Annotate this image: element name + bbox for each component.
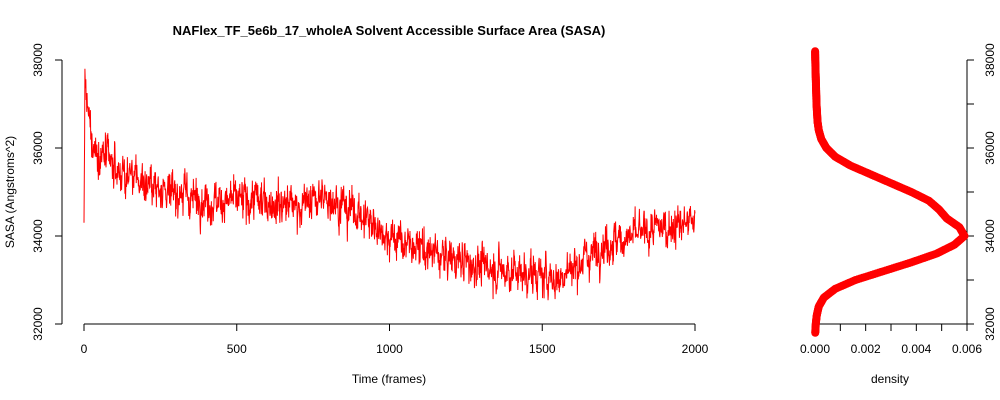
x-tick-label: 0: [81, 342, 88, 356]
y-tick-label: 36000: [31, 131, 45, 165]
density-points: [811, 47, 969, 337]
density-point: [811, 47, 820, 56]
y-tick-label: 34000: [31, 219, 45, 253]
density-x-tick-label: 0.002: [851, 342, 881, 356]
y-axis-ticks: 32000 34000 36000 38000: [31, 43, 62, 341]
density-x-tick-label: 0.004: [901, 342, 931, 356]
y-tick-label: 38000: [31, 43, 45, 77]
x-tick-label: 2000: [682, 342, 709, 356]
density-y-tick-label: 32000: [983, 307, 997, 341]
density-x-axis-label: density: [871, 372, 909, 386]
density-y-tick-label: 36000: [983, 131, 997, 165]
density-chart: 0.000 0.002 0.004 0.006 32000 34000 36000 3800…: [800, 43, 997, 386]
density-x-tick-label: 0.000: [800, 342, 830, 356]
x-tick-label: 1500: [529, 342, 556, 356]
x-tick-label: 1000: [376, 342, 403, 356]
main-chart: NAFlex_TF_5e6b_17_wholeA Solvent Accessi…: [3, 23, 709, 386]
density-x-axis-ticks: 0.000 0.002 0.004 0.006: [800, 324, 982, 356]
x-axis-ticks: 0 500 1000 1500 2000: [81, 324, 709, 356]
density-y-axis-ticks: 32000 34000 36000 38000: [967, 43, 997, 341]
series-line: [83, 68, 696, 301]
density-x-tick-label: 0.006: [952, 342, 982, 356]
density-y-tick-label: 34000: [983, 219, 997, 253]
density-y-tick-label: 38000: [983, 43, 997, 77]
chart-title: NAFlex_TF_5e6b_17_wholeA Solvent Accessi…: [173, 23, 606, 38]
y-tick-label: 32000: [31, 307, 45, 341]
x-tick-label: 500: [227, 342, 247, 356]
y-axis-label: SASA (Angstroms^2): [3, 136, 17, 248]
x-axis-label: Time (frames): [352, 372, 426, 386]
